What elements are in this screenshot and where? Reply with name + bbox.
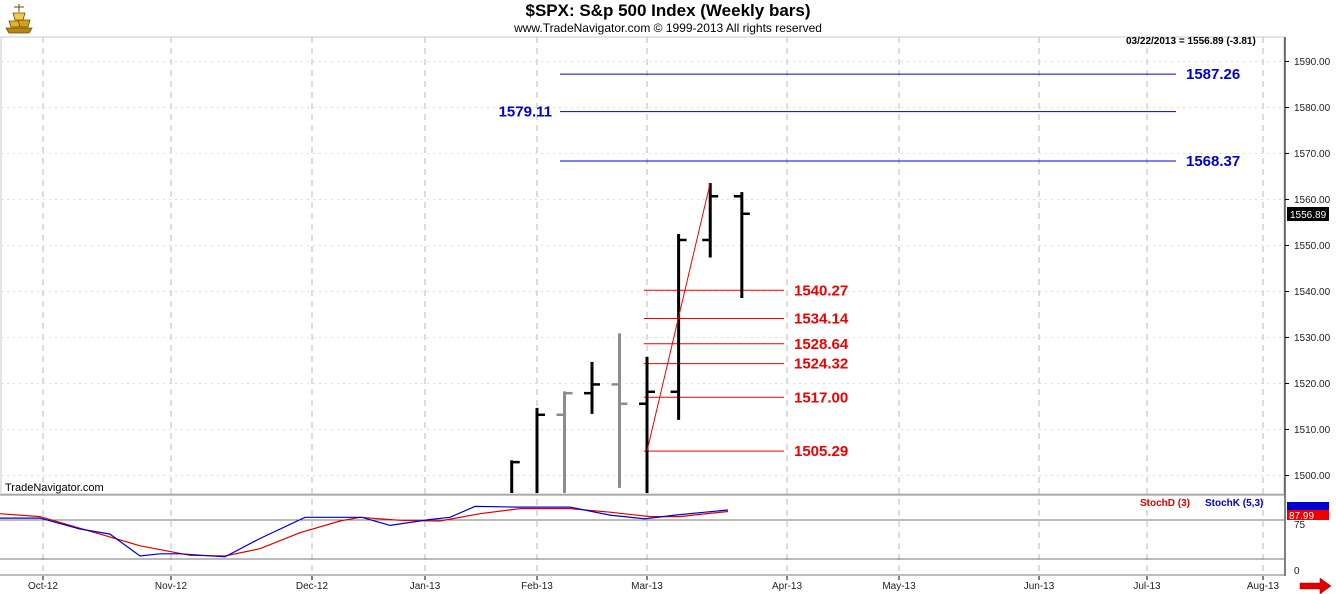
right-arrow-icon[interactable] bbox=[1299, 577, 1332, 594]
target-level-label: 1568.37 bbox=[1186, 153, 1240, 170]
price-axis-ticks: 1500.00 1510.00 1520.00 1530.00 1540.00 1550.… bbox=[1285, 57, 1331, 482]
date-tick-label: Dec-12 bbox=[296, 581, 329, 592]
date-tick-label: Feb-13 bbox=[521, 581, 553, 592]
date-tick-label: Jun-13 bbox=[1024, 581, 1055, 592]
legend-stochd: StochD (3) bbox=[1140, 498, 1190, 509]
fib-level-label: 1505.29 bbox=[794, 443, 848, 460]
price-tick-label: 1580.00 bbox=[1294, 103, 1331, 114]
price-tick-label: 1550.00 bbox=[1294, 241, 1331, 252]
gold-bars-logo-icon[interactable] bbox=[2, 2, 36, 36]
horizontal-gridlines bbox=[1, 61, 1284, 476]
date-tick-label: Nov-12 bbox=[155, 581, 188, 592]
stoch-value-tag-top bbox=[1287, 502, 1329, 511]
target-level-label: 1579.11 bbox=[499, 104, 552, 121]
fib-level-label: 1528.64 bbox=[794, 336, 849, 353]
date-axis-ticks: Oct-12 Nov-12 Dec-12 Jan-13 Feb-13 Mar-13 Apr-… bbox=[28, 576, 1280, 592]
date-tick-label: Mar-13 bbox=[631, 581, 663, 592]
stoch-tick-75: 75 bbox=[1294, 520, 1306, 531]
price-tick-label: 1530.00 bbox=[1294, 333, 1331, 344]
date-tick-label: Jul-13 bbox=[1133, 581, 1161, 592]
price-tick-label: 1520.00 bbox=[1294, 379, 1331, 390]
target-level-label: 1587.26 bbox=[1186, 66, 1240, 83]
stochd-series bbox=[0, 508, 729, 557]
price-tick-label: 1540.00 bbox=[1294, 287, 1331, 298]
price-tick-label: 1560.00 bbox=[1294, 195, 1331, 206]
trendline bbox=[646, 182, 711, 452]
date-tick-label: May-13 bbox=[882, 581, 916, 592]
copyright-notice: www.TradeNavigator.com © 1999-2013 All r… bbox=[514, 21, 822, 35]
price-readout: 03/22/2013 = 1556.89 (-3.81) bbox=[1126, 36, 1256, 47]
vertical-gridlines bbox=[42, 37, 1264, 576]
target-levels: 1587.26 1579.11 1568.37 bbox=[499, 66, 1241, 170]
fibonacci-levels: 1540.27 1534.14 1528.64 1524.32 1517.00 1505.… bbox=[644, 282, 849, 460]
weekly-bars bbox=[510, 182, 750, 493]
watermark-text: TradeNavigator.com bbox=[5, 482, 104, 494]
price-tick-label: 1500.00 bbox=[1294, 471, 1331, 482]
price-pane-border bbox=[0, 36, 1285, 495]
date-tick-label: Jan-13 bbox=[410, 581, 441, 592]
date-tick-label: Oct-12 bbox=[28, 581, 58, 592]
fib-level-label: 1524.32 bbox=[794, 356, 848, 373]
date-tick-label: Apr-13 bbox=[772, 581, 802, 592]
last-price-tag bbox=[1287, 207, 1329, 221]
fib-level-label: 1540.27 bbox=[794, 282, 848, 299]
last-price-tag-label: 1556.89 bbox=[1290, 210, 1327, 221]
stoch-tick-0: 0 bbox=[1294, 566, 1300, 577]
chart-title: $SPX: S&p 500 Index (Weekly bars) bbox=[525, 1, 811, 20]
stoch-value-tag bbox=[1287, 510, 1329, 520]
price-tick-label: 1590.00 bbox=[1294, 57, 1331, 68]
legend-stochk: StochK (5,3) bbox=[1205, 498, 1263, 509]
stoch-value-tag-label: 87.99 bbox=[1289, 511, 1314, 522]
price-tick-label: 1510.00 bbox=[1294, 425, 1331, 436]
date-tick-label: Aug-13 bbox=[1247, 581, 1280, 592]
fib-level-label: 1517.00 bbox=[794, 389, 848, 406]
stochk-series bbox=[0, 505, 729, 558]
fib-level-label: 1534.14 bbox=[794, 310, 849, 327]
price-tick-label: 1570.00 bbox=[1294, 149, 1331, 160]
